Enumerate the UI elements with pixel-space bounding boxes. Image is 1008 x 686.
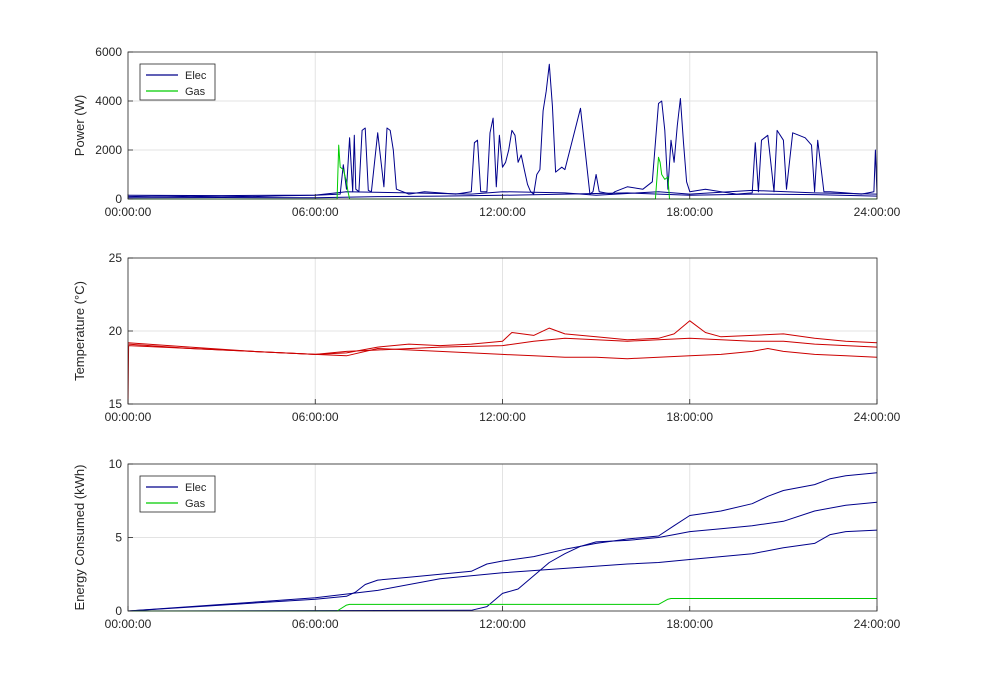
x-tick-label: 18:00:00 (666, 617, 713, 631)
y-tick-label: 15 (109, 397, 123, 411)
series-line-temperature-3 (127, 343, 878, 360)
x-tick-label: 00:00:00 (105, 617, 152, 631)
y-axis-label: Power (W) (72, 95, 87, 156)
legend-label: Gas (185, 498, 206, 510)
y-tick-label: 25 (109, 251, 123, 265)
x-tick-label: 12:00:00 (479, 410, 526, 424)
series-line-elec-house-2- (127, 529, 878, 612)
x-tick-label: 18:00:00 (666, 410, 713, 424)
y-tick-label: 4000 (95, 94, 122, 108)
legend: Elec Gas (139, 475, 216, 513)
x-tick-label: 24:00:00 (854, 410, 901, 424)
chart-panel-1: 0 2000 4000 6000 00:00:00 06:00:00 12:00:00 18:… (72, 45, 901, 219)
y-axis-label: Temperature (°C) (72, 281, 87, 381)
y-tick-label: 6000 (95, 45, 122, 59)
legend-box (139, 63, 216, 101)
series-line-elec-house-2- (127, 189, 878, 197)
x-tick-label: 12:00:00 (479, 617, 526, 631)
x-tick-label: 06:00:00 (292, 410, 339, 424)
series-line-elec-house-3- (127, 501, 878, 612)
x-tick-label: 24:00:00 (854, 205, 901, 219)
series-line-gas (128, 598, 877, 612)
chart-panel-3: 0 5 10 00:00:00 06:00:00 12:00:00 18:00:00 24:0… (72, 457, 901, 631)
series-line-elec (127, 63, 878, 198)
y-tick-label: 20 (109, 324, 123, 338)
series-line-elec-house-3- (127, 192, 878, 199)
legend-label: Elec (185, 482, 207, 494)
y-tick-label: 0 (115, 192, 122, 206)
legend-label: Elec (185, 70, 207, 82)
x-tick-label: 06:00:00 (292, 617, 339, 631)
legend-box (139, 475, 216, 513)
y-tick-label: 2000 (95, 143, 122, 157)
legend-label: Gas (185, 86, 206, 98)
series-line-temperature-2 (127, 337, 878, 355)
series-line-elec (127, 472, 878, 612)
y-axis-label: Energy Consumed (kWh) (72, 465, 87, 611)
y-tick-label: 0 (115, 604, 122, 618)
y-tick-label: 5 (115, 531, 122, 545)
x-tick-label: 12:00:00 (479, 205, 526, 219)
chart-panel-2: 15 20 25 00:00:00 06:00:00 12:00:00 18:00:00 24… (72, 251, 901, 424)
legend: Elec Gas (139, 63, 216, 101)
x-tick-label: 00:00:00 (105, 205, 152, 219)
y-tick-label: 10 (109, 457, 123, 471)
x-tick-label: 24:00:00 (854, 617, 901, 631)
x-tick-label: 00:00:00 (105, 410, 152, 424)
x-tick-label: 06:00:00 (292, 205, 339, 219)
x-tick-label: 18:00:00 (666, 205, 713, 219)
